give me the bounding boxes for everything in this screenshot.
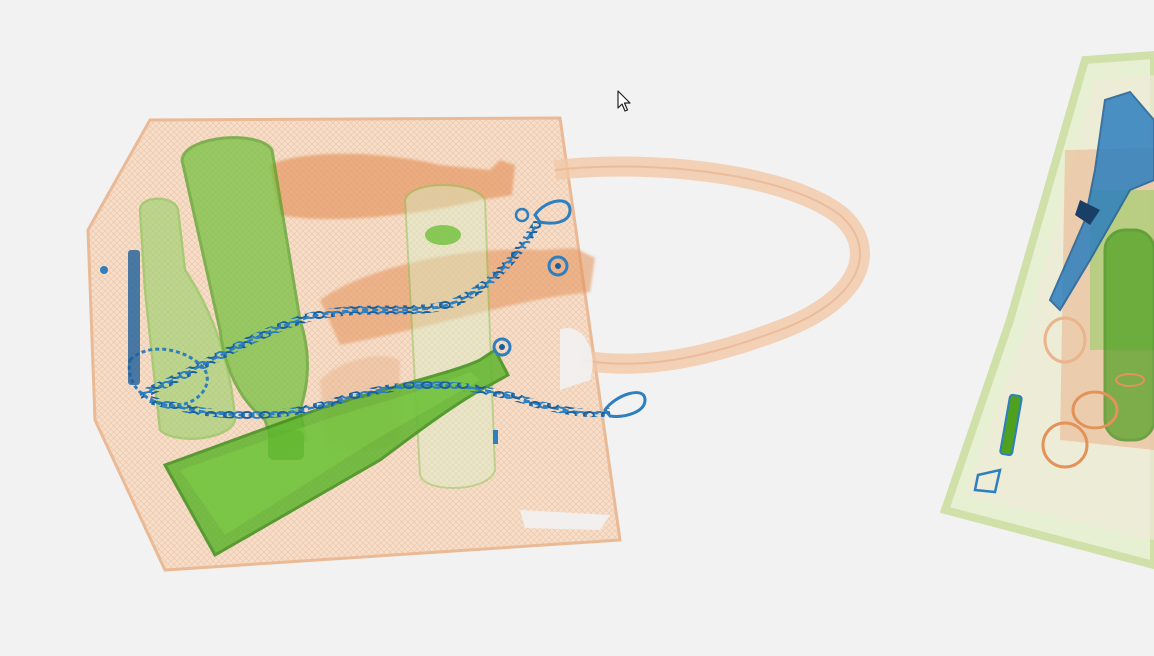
carabiner-top — [533, 199, 572, 225]
rivet — [492, 337, 512, 357]
metal-chain — [100, 199, 647, 444]
metal-clip-bar — [128, 250, 140, 385]
glass-bottle-large — [180, 136, 309, 452]
arrow-cursor-icon — [617, 90, 631, 112]
rivet — [547, 255, 569, 277]
glass-bottle-small — [138, 197, 237, 440]
carabiner-bottom — [603, 391, 647, 418]
organic-bottle-top — [270, 153, 515, 220]
right-bag — [939, 50, 1154, 570]
metal-tool — [1048, 90, 1154, 312]
left-bag-handle — [553, 156, 870, 374]
